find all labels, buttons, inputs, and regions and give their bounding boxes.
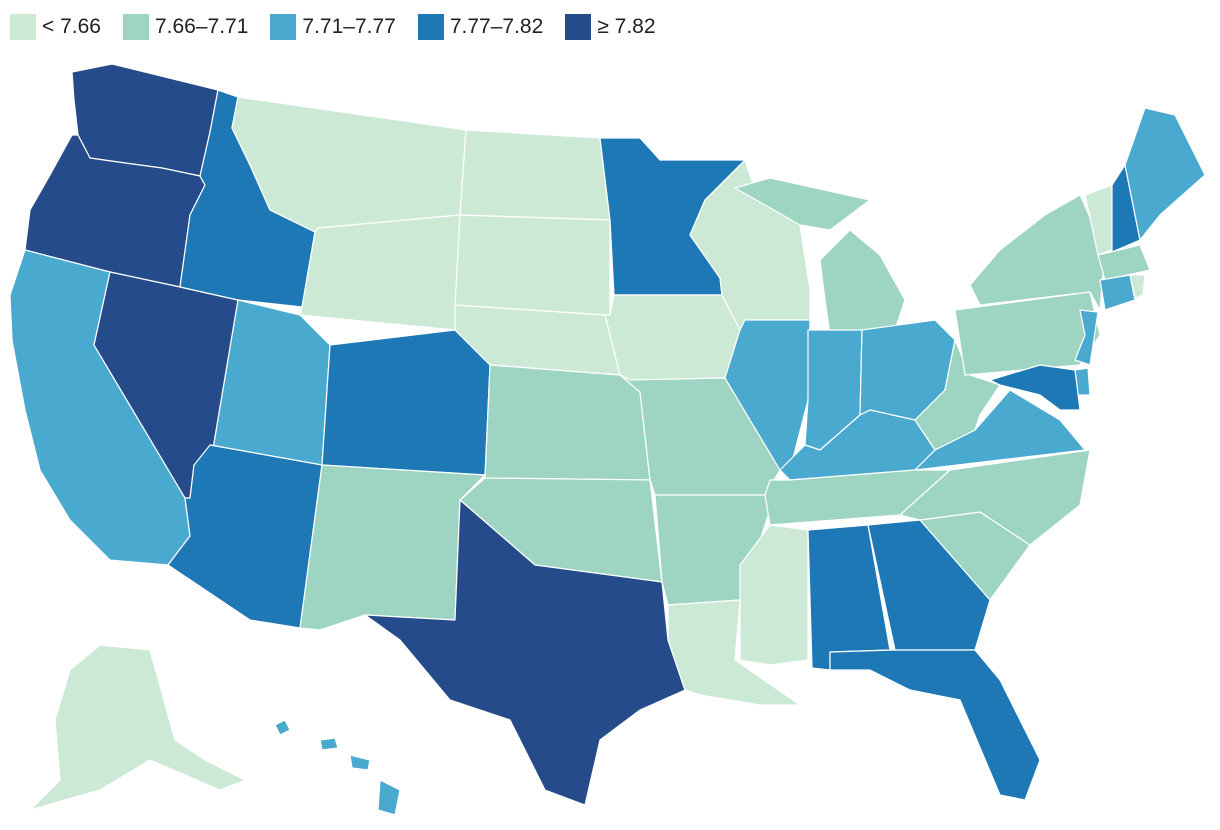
state-la <box>667 599 801 706</box>
state-ny <box>969 194 1106 311</box>
state-nj <box>1074 309 1099 366</box>
legend-swatch <box>10 14 36 40</box>
state-ri <box>1129 274 1146 299</box>
legend-swatch <box>270 14 297 40</box>
state-ga <box>867 519 991 651</box>
state-md <box>989 364 1081 411</box>
legend-label: < 7.66 <box>42 15 101 38</box>
legend-item: 7.77–7.82 <box>417 14 544 40</box>
legend-swatch <box>417 14 444 40</box>
legend-item: 7.66–7.71 <box>122 14 249 40</box>
state-ms <box>739 524 809 666</box>
state-sd <box>454 214 611 316</box>
state-hi <box>274 719 401 816</box>
state-wv <box>914 339 1001 451</box>
legend-label: ≥ 7.82 <box>597 15 656 38</box>
legend-item: < 7.66 <box>10 14 101 40</box>
state-wy <box>299 214 461 331</box>
legend-label: 7.66–7.71 <box>154 15 249 38</box>
state-nc <box>899 449 1091 546</box>
legend-item: 7.71–7.77 <box>270 14 396 40</box>
legend-label: 7.71–7.77 <box>302 15 396 38</box>
state-ia <box>604 294 741 381</box>
legend: < 7.66 7.66–7.71 7.71–7.77 7.77–7.82 ≥ 7… <box>10 12 678 42</box>
state-fl <box>829 649 1041 801</box>
state-ma <box>1097 244 1151 281</box>
state-mi <box>734 177 906 336</box>
state-tx <box>364 499 686 806</box>
legend-label: 7.77–7.82 <box>449 15 544 38</box>
legend-swatch <box>565 14 592 40</box>
state-pa <box>954 291 1101 376</box>
legend-item: ≥ 7.82 <box>565 14 656 40</box>
state-ct <box>1099 274 1136 311</box>
state-me <box>1124 107 1206 241</box>
state-nd <box>459 129 611 221</box>
state-ks <box>484 364 651 481</box>
state-co <box>321 329 491 476</box>
legend-swatch <box>122 14 149 40</box>
state-ak <box>29 644 246 811</box>
